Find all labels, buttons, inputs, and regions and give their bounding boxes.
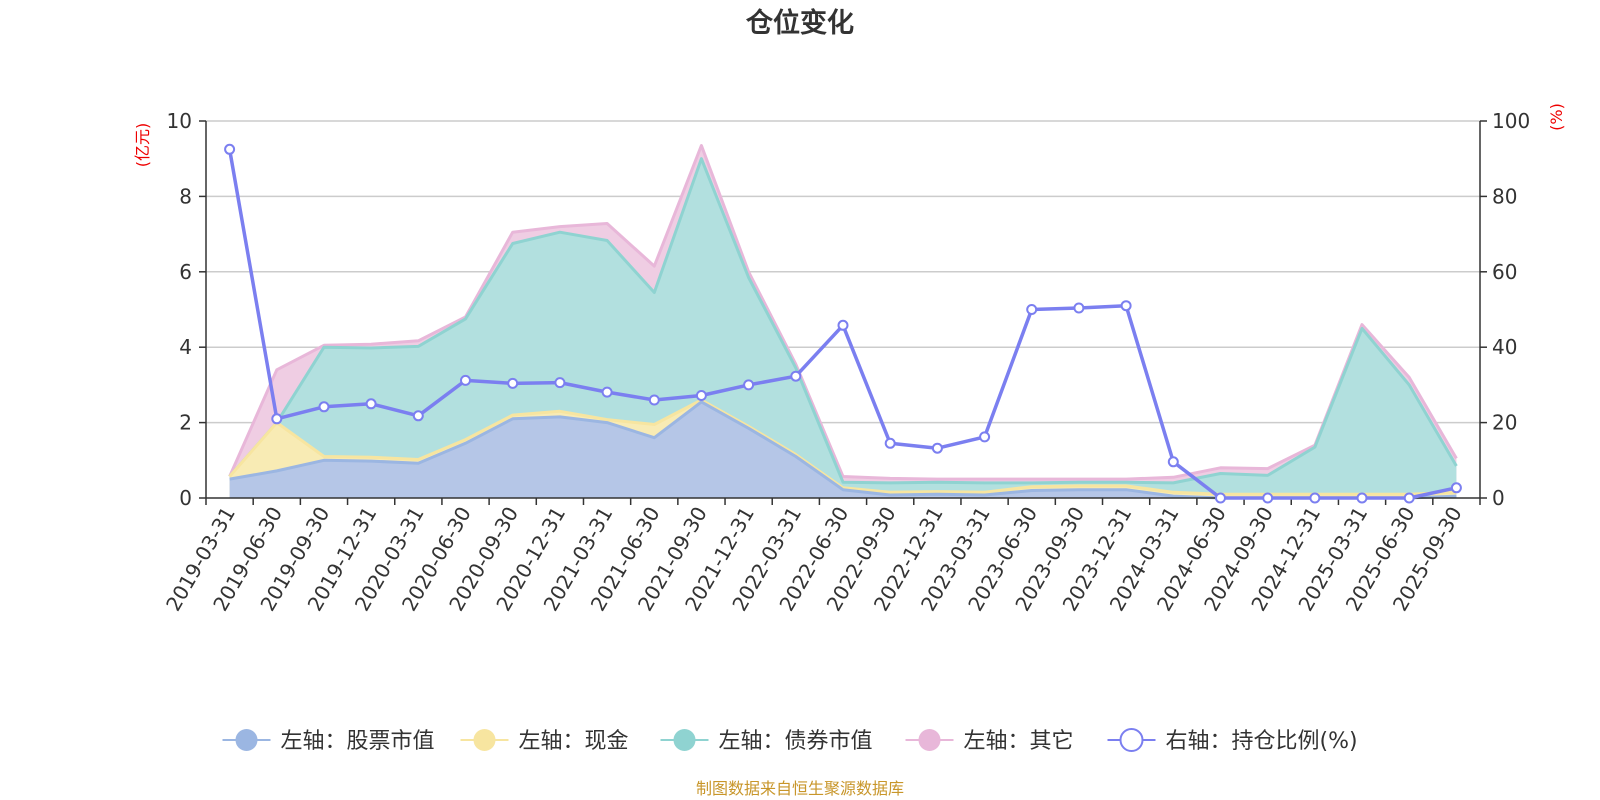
area-series	[228, 144, 1458, 500]
legend-label-2: 左轴：债券市值	[719, 729, 873, 754]
ratio-point	[837, 319, 849, 331]
legend-marker-1	[473, 729, 496, 751]
ratio-point	[318, 401, 330, 413]
area-edge-2	[228, 157, 1458, 485]
ratio-point	[554, 377, 566, 389]
ratio-point	[1262, 492, 1274, 504]
right-tick-label: 0	[1492, 486, 1505, 510]
right-tick-label: 40	[1492, 335, 1517, 359]
legend-marker-0	[235, 729, 258, 751]
ratio-point	[1215, 492, 1226, 504]
legend-marker-2	[673, 729, 696, 751]
ratio-point	[931, 442, 943, 454]
ratio-point	[1073, 302, 1085, 314]
left-axis-unit: (亿元)	[133, 123, 152, 168]
ratio-point	[1167, 456, 1179, 468]
ratio-point	[884, 437, 896, 449]
ratio-point	[412, 410, 424, 422]
left-tick-label: 10	[167, 109, 192, 133]
legend-marker-3	[918, 729, 941, 751]
ratio-point	[460, 374, 471, 386]
ratio-point	[1120, 300, 1132, 312]
right-tick-label: 20	[1492, 411, 1517, 435]
left-tick-label: 8	[179, 184, 192, 208]
area-edge-1	[228, 398, 1457, 496]
chart-title: 仓位变化	[745, 7, 854, 39]
ratio-point	[1309, 492, 1321, 504]
legend-label-0: 左轴：股票市值	[281, 729, 435, 754]
left-tick-label: 6	[179, 260, 192, 284]
area-fill-0	[229, 401, 1457, 498]
ratio-point	[743, 379, 755, 391]
ratio-point	[271, 413, 283, 425]
right-tick-label: 80	[1492, 184, 1517, 208]
legend-label-1: 左轴：现金	[519, 729, 629, 754]
left-tick-label: 4	[179, 335, 192, 359]
left-tick-label: 0	[179, 486, 192, 510]
left-tick-label: 2	[179, 411, 192, 435]
right-tick-label: 60	[1492, 260, 1517, 284]
ratio-point	[1403, 492, 1415, 504]
ratio-point	[790, 370, 802, 382]
ratio-point	[365, 398, 377, 410]
legend-marker-4	[1119, 728, 1144, 752]
ratio-point	[507, 377, 519, 389]
ratio-point	[1450, 482, 1462, 494]
ratio-point	[1356, 492, 1368, 504]
right-tick-label: 100	[1492, 109, 1530, 133]
legend-label-4: 右轴：持仓比例(%)	[1166, 729, 1358, 754]
ratio-point	[695, 390, 707, 401]
area-edge-3	[228, 144, 1458, 481]
ratio-point	[979, 431, 991, 443]
legend-label-3: 左轴：其它	[964, 729, 1074, 754]
data-source-footer: 制图数据来自恒生聚源数据库	[696, 779, 904, 798]
ratio-point	[601, 386, 613, 398]
ratio-point	[224, 143, 236, 155]
right-axis-unit: (%)	[1547, 103, 1566, 131]
ratio-point	[1026, 304, 1038, 315]
legend: 左轴：股票市值 左轴：现金 左轴：债券市值 左轴：其它 右轴：持仓比例(%)	[222, 728, 1358, 754]
ratio-point	[648, 394, 660, 406]
ratio-line-series	[224, 143, 1462, 504]
